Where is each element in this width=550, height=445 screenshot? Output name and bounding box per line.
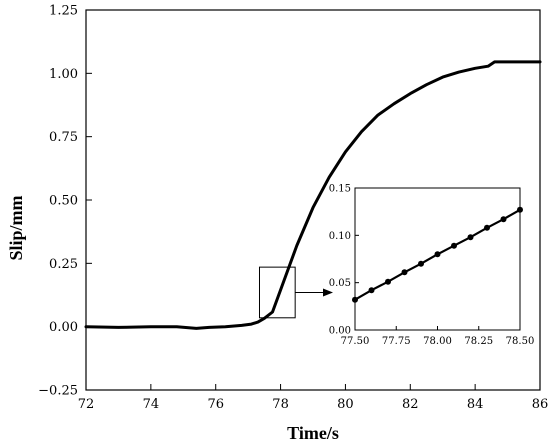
inset-x-tick-label: 78.25 (464, 336, 493, 347)
inset-y-tick-label: 0.15 (329, 184, 351, 195)
inset-x-tick-label: 77.75 (382, 336, 411, 347)
zoom-annotation (258, 266, 333, 319)
slip-series-line (84, 60, 542, 330)
y-tick-label: 0.75 (49, 130, 78, 145)
inset-data-point (385, 278, 391, 285)
inset-y-tick-label: 0.00 (329, 326, 351, 337)
inset-plot: 77.50 77.75 78.00 78.25 78.50 0.00 0.05 0.10 0.1… (329, 184, 535, 348)
y-tick-label: −0.25 (38, 384, 78, 399)
inset-data-point (434, 251, 441, 258)
y-tick-label: 0.50 (49, 194, 78, 209)
y-tick-label: 1.25 (49, 4, 78, 19)
inset-data-point (401, 269, 408, 276)
inset-y-tick-label: 0.10 (329, 231, 351, 242)
x-tick-label: 80 (337, 397, 354, 412)
inset-data-point (500, 216, 507, 223)
y-tick-label: 1.00 (49, 67, 78, 82)
inset-x-tick-label: 78.00 (423, 336, 452, 347)
x-tick-label: 72 (78, 397, 95, 412)
y-tick-label: 0.25 (49, 257, 78, 272)
inset-x-tick-label: 78.50 (506, 336, 535, 347)
y-axis-title: Slip/mm (6, 195, 26, 260)
inset-data-point (418, 260, 424, 267)
inset-data-point (368, 287, 375, 294)
y-tick-label: 0.00 (49, 320, 78, 335)
main-plot: 72 74 76 78 80 82 84 86 −0.25 0.00 0.25 0.50 0.75 1.0… (38, 4, 548, 413)
x-tick-label: 84 (467, 397, 484, 412)
inset-data-point (484, 224, 490, 231)
inset-y-tick-label: 0.05 (329, 278, 351, 289)
x-tick-label: 78 (272, 397, 289, 412)
inset-frame (354, 187, 521, 331)
x-tick-label: 76 (207, 397, 224, 412)
x-tick-label: 74 (143, 397, 160, 412)
x-tick-label: 86 (532, 397, 549, 412)
zoom-box (258, 266, 296, 319)
zoom-arrow-head (323, 288, 333, 297)
inset-data-point (451, 242, 457, 249)
inset-data-point (517, 206, 523, 213)
x-axis-title: Time/s (287, 423, 339, 443)
inset-data-point (352, 296, 358, 303)
inset-data-point (467, 234, 474, 241)
inset-x-tick-label: 77.50 (341, 336, 370, 347)
x-tick-label: 82 (402, 397, 419, 412)
